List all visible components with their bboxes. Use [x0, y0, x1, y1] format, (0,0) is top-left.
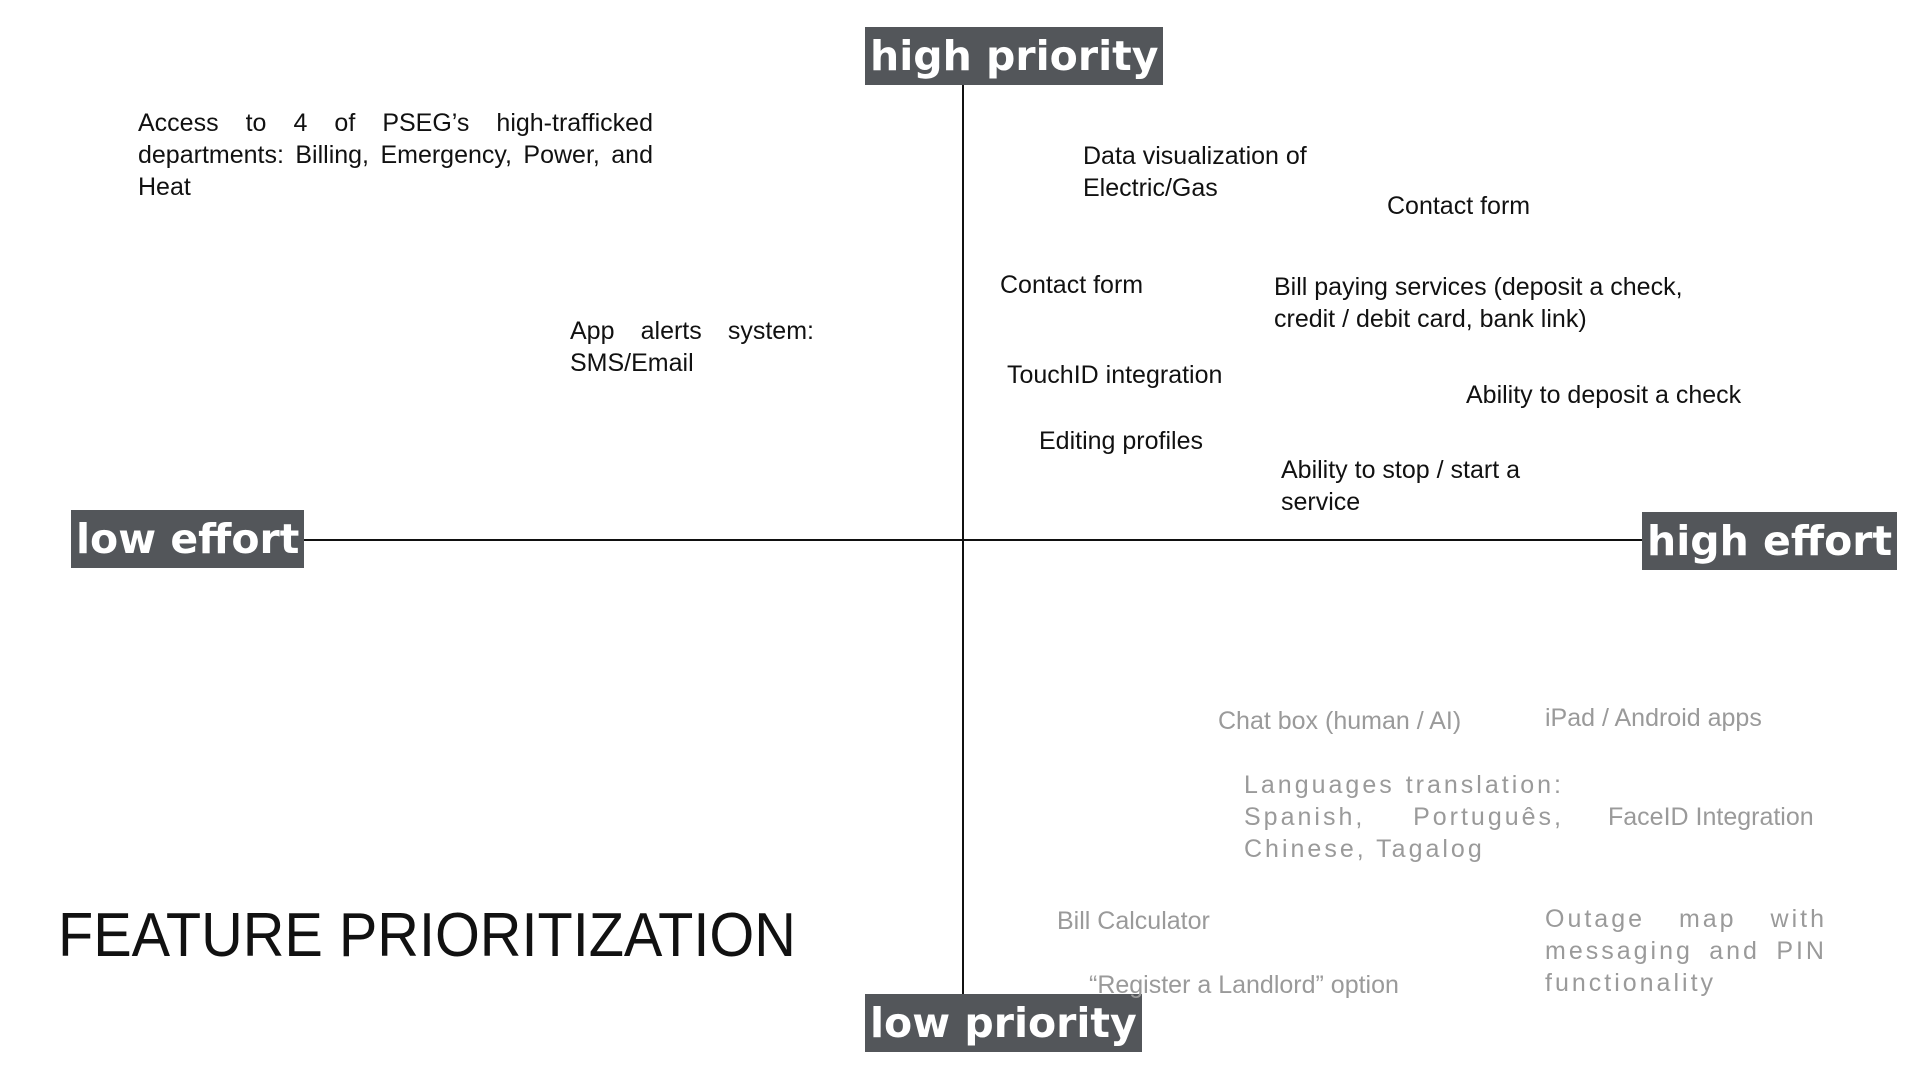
- page-title: FEATURE PRIORITIZATION: [58, 901, 796, 970]
- feature-access-departments: Access to 4 of PSEG’s high-trafficked de…: [138, 109, 653, 201]
- feature-data-visualization: Data visualization of Electric/Gas: [1083, 142, 1307, 202]
- effort-axis-line: [250, 539, 1650, 541]
- feature-bill-paying: Bill paying services (deposit a check, c…: [1274, 273, 1683, 333]
- feature-bill-calculator: Bill Calculator: [1057, 907, 1210, 935]
- feature-touchid: TouchID integration: [1007, 361, 1223, 389]
- feature-register-landlord: “Register a Landlord” option: [1089, 971, 1399, 999]
- low-effort-label: low effort: [71, 510, 305, 568]
- high-priority-label: high priority: [865, 27, 1164, 85]
- feature-ipad-android: iPad / Android apps: [1545, 704, 1762, 732]
- feature-chat-box: Chat box (human / AI): [1218, 707, 1462, 735]
- feature-editing-profiles: Editing profiles: [1039, 427, 1203, 455]
- high-effort-label: high effort: [1642, 512, 1898, 570]
- feature-stop-start-service: Ability to stop / start a service: [1281, 456, 1520, 516]
- feature-contact-form-right: Contact form: [1387, 192, 1531, 220]
- priority-axis-line: [962, 84, 964, 994]
- feature-faceid: FaceID Integration: [1608, 803, 1814, 831]
- feature-contact-form-left: Contact form: [1000, 271, 1144, 299]
- low-priority-label: low priority: [865, 994, 1142, 1052]
- feature-deposit-check: Ability to deposit a check: [1466, 381, 1742, 409]
- feature-app-alerts: App alerts system: SMS/Email: [570, 317, 814, 377]
- feature-outage-map: Outage map with messaging and PIN functi…: [1545, 905, 1827, 997]
- feature-languages: Languages translation: Spanish, Portuguê…: [1244, 771, 1564, 863]
